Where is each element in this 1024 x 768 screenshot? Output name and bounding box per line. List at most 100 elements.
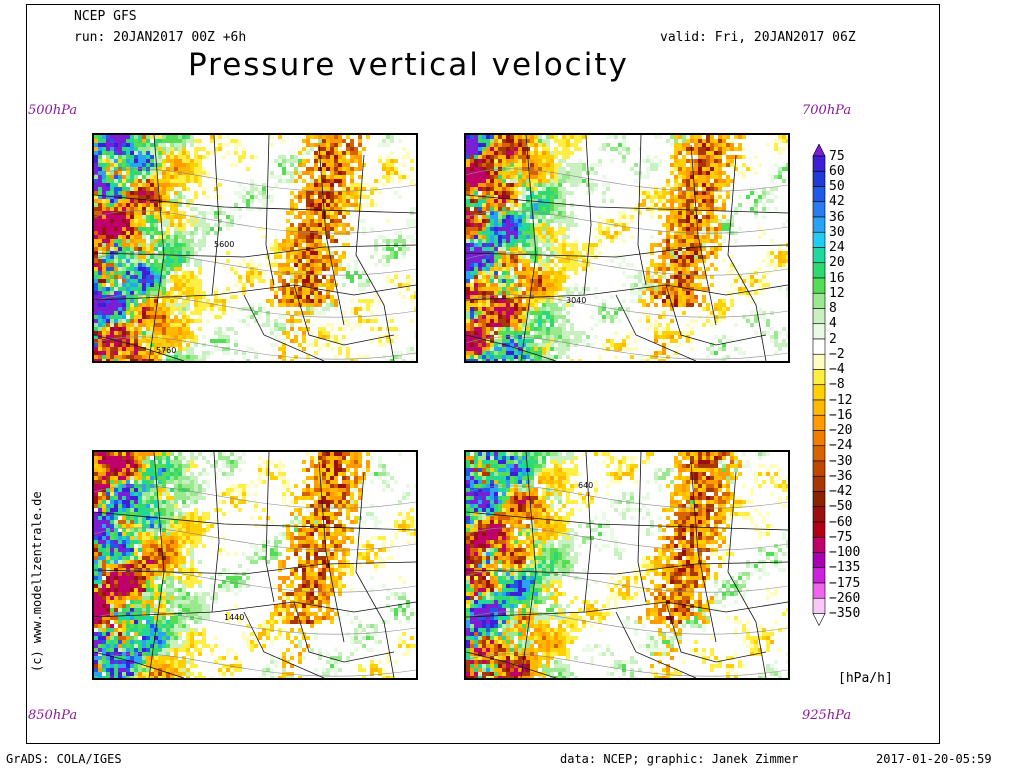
state-boundary xyxy=(727,154,767,361)
state-boundary xyxy=(94,651,185,678)
legend-tick-label: 16 xyxy=(829,270,845,286)
legend-swatch xyxy=(812,460,826,477)
state-boundary xyxy=(665,284,767,346)
state-boundary xyxy=(637,135,647,286)
state-boundary xyxy=(94,194,416,214)
state-boundary xyxy=(583,135,592,296)
legend-swatch xyxy=(812,445,826,462)
contour-label: 1440 xyxy=(224,613,244,622)
state-boundary xyxy=(637,452,647,603)
contour-label: 5760 xyxy=(156,346,176,355)
legend-swatch xyxy=(812,292,826,309)
valid-time: valid: Fri, 20JAN2017 06Z xyxy=(660,30,856,45)
state-boundary xyxy=(466,334,557,361)
state-boundary xyxy=(466,244,788,258)
legend-tick-label: −175 xyxy=(829,575,861,591)
legend-tick-label: −16 xyxy=(829,407,853,423)
legend-swatch xyxy=(812,247,826,264)
map-field: 5600 5760 xyxy=(94,135,416,361)
state-boundary xyxy=(615,294,697,361)
legend-swatch xyxy=(812,521,826,538)
legend-swatch xyxy=(812,155,826,172)
legend-tick-label: −4 xyxy=(829,362,845,377)
legend-swatch xyxy=(812,567,826,584)
color-legend xyxy=(812,144,826,627)
legend-tick-label: 30 xyxy=(829,224,845,240)
legend-tick-label: −42 xyxy=(829,484,853,499)
state-boundary xyxy=(690,461,717,643)
side-credit: (c) www.modellzentrale.de xyxy=(30,491,44,672)
state-boundary xyxy=(355,154,395,361)
state-boundary xyxy=(293,284,395,346)
legend-swatch xyxy=(812,369,826,386)
legend-tick-label: −350 xyxy=(829,606,861,621)
state-boundary xyxy=(265,452,275,603)
legend-tick-label: −260 xyxy=(829,590,861,606)
state-boundary xyxy=(148,135,165,361)
legend-tick-label: 50 xyxy=(829,179,845,194)
legend-swatch xyxy=(812,144,826,157)
legend-swatch xyxy=(812,384,826,401)
state-boundary xyxy=(318,144,345,326)
state-boundary xyxy=(94,244,416,258)
state-boundary xyxy=(520,452,537,678)
level-label-925: 925hPa xyxy=(802,708,852,723)
legend-swatch xyxy=(812,430,826,447)
legend-swatch xyxy=(812,613,826,627)
legend-swatch xyxy=(812,186,826,203)
state-boundary xyxy=(293,601,395,663)
map-title: Pressure vertical velocity xyxy=(188,47,629,83)
state-boundary xyxy=(243,294,325,361)
legend-swatch xyxy=(812,231,826,248)
state-boundary xyxy=(520,135,537,361)
plot-frame xyxy=(26,4,940,744)
footer-timestamp: 2017-01-20-05:59 xyxy=(876,752,992,766)
state-boundary xyxy=(243,611,325,678)
level-label-850: 850hPa xyxy=(28,708,78,723)
contour-label: 5600 xyxy=(214,240,234,249)
legend-swatch xyxy=(812,399,826,416)
legend-swatch xyxy=(812,170,826,187)
legend-swatch xyxy=(812,323,826,340)
legend-tick-label: −100 xyxy=(829,545,861,560)
state-boundary xyxy=(355,471,395,678)
legend-tick-label: −12 xyxy=(829,392,853,408)
legend-swatch xyxy=(812,338,826,355)
legend-swatch xyxy=(812,262,826,279)
legend-swatch xyxy=(812,475,826,492)
level-label-700: 700hPa xyxy=(802,103,852,118)
legend-swatch xyxy=(812,491,826,508)
legend-tick-label: −20 xyxy=(829,423,853,438)
state-boundary xyxy=(466,561,788,575)
legend-tick-label: 2 xyxy=(829,331,837,347)
legend-tick-label: −60 xyxy=(829,514,853,530)
legend-swatch xyxy=(812,414,826,431)
legend-tick-label: 12 xyxy=(829,285,845,301)
legend-tick-label: −36 xyxy=(829,468,853,484)
footer-credit: data: NCEP; graphic: Janek Zimmer xyxy=(560,752,799,766)
map-panel-850: 1440 xyxy=(92,450,418,680)
legend-swatch xyxy=(812,216,826,233)
state-boundary xyxy=(466,511,788,531)
state-boundary xyxy=(583,452,592,613)
state-boundary xyxy=(690,144,717,326)
legend-tick-label: −50 xyxy=(829,499,853,515)
run-time: run: 20JAN2017 00Z +6h xyxy=(74,30,247,45)
legend-tick-label: −75 xyxy=(829,529,853,545)
legend-tick-label: 8 xyxy=(829,301,837,316)
state-boundary xyxy=(94,511,416,531)
state-boundary xyxy=(466,194,788,214)
legend-tick-label: −24 xyxy=(829,438,853,454)
legend-tick-label: −135 xyxy=(829,560,861,576)
state-boundary xyxy=(148,452,165,678)
map-field: 1440 xyxy=(94,452,416,678)
legend-swatch xyxy=(812,597,826,614)
state-boundary xyxy=(615,611,697,678)
legend-tick-label: −2 xyxy=(829,346,845,362)
state-boundary xyxy=(211,135,220,296)
map-panel-700: 3040 xyxy=(464,133,790,363)
legend-tick-label: 60 xyxy=(829,163,845,179)
contour-label: 640 xyxy=(578,481,593,490)
state-boundary xyxy=(211,452,220,613)
model-name: NCEP GFS xyxy=(74,9,137,24)
